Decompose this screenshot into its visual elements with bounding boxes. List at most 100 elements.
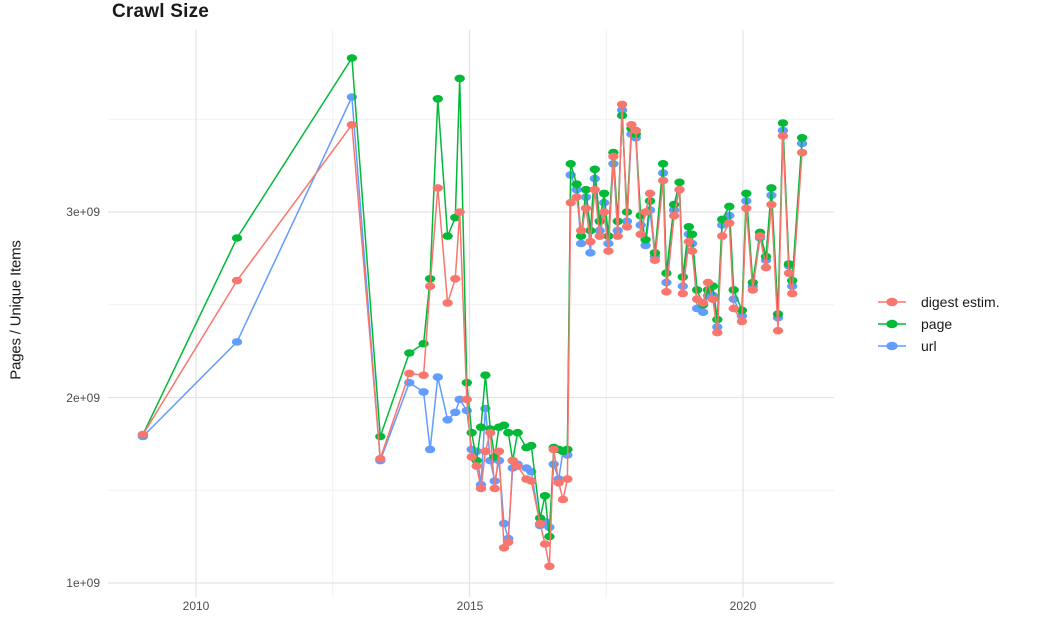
data-point-digest-estim <box>640 208 651 216</box>
data-point-digest-estim <box>485 428 496 437</box>
legend-key-digest-estim-icon <box>878 297 906 307</box>
data-point-digest-estim <box>657 176 669 185</box>
data-point-digest-estim <box>697 299 709 307</box>
legend-item-digest-estim: digest estim. <box>876 291 1000 313</box>
data-point-digest-estim <box>661 288 672 296</box>
data-point-page <box>691 286 703 294</box>
data-point-url <box>418 388 429 396</box>
data-point-page <box>432 95 443 103</box>
data-point-digest-estim <box>707 295 719 304</box>
data-point-url <box>498 519 510 528</box>
data-point-page <box>575 232 587 240</box>
y-axis-title: Pages / Unique Items <box>7 240 25 380</box>
data-point-digest-estim <box>557 495 569 504</box>
data-point-digest-estim <box>649 256 661 265</box>
data-point-url <box>575 239 587 248</box>
data-point-digest-estim <box>571 193 582 201</box>
data-point-digest-estim <box>580 204 592 213</box>
data-point-page <box>418 339 429 348</box>
data-point-digest-estim <box>668 211 680 220</box>
data-point-page <box>657 160 669 168</box>
data-point-page <box>580 185 592 194</box>
data-point-url <box>598 198 610 207</box>
data-point-digest-estim <box>375 454 386 463</box>
data-point-page <box>565 160 576 168</box>
data-point-digest-estim <box>450 275 461 283</box>
data-point-digest-estim <box>612 232 623 240</box>
data-point-digest-estim <box>589 185 600 194</box>
data-point-page <box>598 189 610 198</box>
data-point-digest-estim <box>760 263 772 272</box>
data-point-page <box>544 532 555 541</box>
data-point-digest-estim <box>712 328 723 337</box>
data-point-page <box>404 349 415 357</box>
data-point-page <box>442 232 453 240</box>
data-point-digest-estim <box>575 226 587 235</box>
data-point-page <box>668 200 680 209</box>
data-point-digest-estim <box>766 200 777 209</box>
data-point-digest-estim <box>231 276 243 285</box>
data-point-url <box>450 408 461 417</box>
data-point-page <box>777 119 789 127</box>
data-point-digest-estim <box>498 544 510 552</box>
series-line-url <box>142 96 803 540</box>
data-point-digest-estim <box>466 453 477 461</box>
legend-label-url: url <box>921 338 937 354</box>
data-point-page <box>450 213 461 222</box>
data-point-digest-estim <box>783 269 795 278</box>
data-point-page <box>796 134 808 142</box>
data-point-digest-estim <box>553 479 564 487</box>
data-point-digest-estim <box>539 540 551 548</box>
data-point-page <box>503 428 514 437</box>
data-point-digest-estim <box>598 208 610 216</box>
data-point-page <box>346 54 358 62</box>
data-point-page <box>475 423 487 432</box>
data-point-digest-estim <box>507 456 518 465</box>
data-point-page <box>640 236 651 244</box>
data-point-page <box>674 178 685 187</box>
data-point-digest-estim <box>728 304 739 313</box>
data-point-page <box>512 428 523 437</box>
data-point-page <box>498 421 510 430</box>
data-point-url <box>640 241 651 250</box>
data-point-page <box>741 189 752 198</box>
data-point-page <box>454 74 465 83</box>
data-point-digest-estim <box>754 232 766 240</box>
chart-title: Crawl Size <box>112 1 210 22</box>
data-point-page <box>526 441 537 450</box>
data-point-digest-estim <box>475 484 487 493</box>
legend-label-digest-estim: digest estim. <box>921 294 1000 310</box>
data-point-page <box>466 428 477 437</box>
x-tick-2020: 2020 <box>729 599 757 613</box>
data-point-digest-estim <box>674 185 685 194</box>
data-point-page <box>766 184 777 192</box>
data-point-page <box>539 492 551 500</box>
data-point-digest-estim <box>777 132 789 140</box>
data-point-url <box>432 373 443 381</box>
data-point-url <box>231 338 243 346</box>
data-point-digest-estim <box>787 289 798 298</box>
data-point-digest-estim <box>489 484 500 493</box>
data-point-digest-estim <box>585 237 596 246</box>
data-point-digest-estim <box>526 477 537 485</box>
y-tick-3e09: 3e+09 <box>66 205 100 219</box>
data-point-digest-estim <box>480 447 491 456</box>
data-point-digest-estim <box>677 289 688 298</box>
data-point-digest-estim <box>630 126 641 135</box>
data-point-page <box>728 286 739 294</box>
data-point-digest-estim <box>644 189 656 198</box>
data-point-digest-estim <box>512 462 523 470</box>
data-point-page <box>585 226 596 235</box>
data-point-digest-estim <box>621 223 633 231</box>
data-point-url <box>697 308 709 317</box>
legend-key-url-icon <box>878 341 906 351</box>
data-point-digest-estim <box>471 462 482 470</box>
legend: digest estim. page url <box>876 291 1000 357</box>
data-point-page <box>683 223 694 231</box>
data-point-page <box>534 514 546 522</box>
y-tick-2e09: 2e+09 <box>66 391 100 405</box>
legend-label-page: page <box>921 316 953 332</box>
legend-key-page-icon <box>878 319 906 329</box>
data-point-digest-estim <box>796 148 808 157</box>
